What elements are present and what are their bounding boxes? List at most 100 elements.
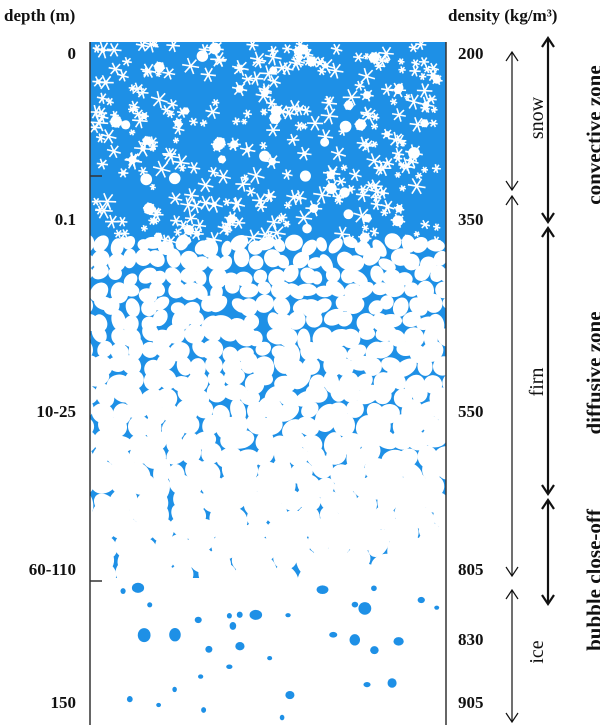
snow-clump	[420, 119, 429, 128]
snowflake	[130, 82, 145, 96]
firn-grain	[76, 296, 94, 315]
snowflake	[317, 129, 334, 145]
snowflake	[197, 177, 214, 193]
snowflake	[105, 214, 120, 229]
air-bubble	[316, 585, 329, 594]
air-bubble	[126, 696, 133, 703]
snowflake	[259, 141, 268, 150]
air-bubble	[349, 634, 361, 646]
firn-grain	[347, 529, 373, 554]
snowflake	[291, 54, 306, 68]
snowflake	[205, 104, 220, 120]
snowflake	[90, 114, 109, 132]
firn-grain	[278, 390, 299, 407]
snowflake	[391, 108, 406, 122]
snowflake	[265, 98, 277, 109]
firn-grain	[273, 239, 286, 252]
firn-grain	[306, 311, 323, 328]
snowflake	[378, 46, 394, 61]
snow-clump	[235, 85, 244, 93]
air-bubble	[137, 628, 151, 643]
firn-grain	[234, 271, 253, 287]
snowflake	[91, 197, 101, 206]
snowflake	[232, 117, 241, 126]
snowflake	[372, 58, 380, 66]
depth-axis-header: depth (m)	[4, 6, 76, 25]
snow-clump	[244, 147, 251, 153]
firn-grain	[355, 281, 374, 299]
firn-grain	[256, 236, 276, 251]
firn-grain	[343, 236, 358, 249]
firn-grain	[166, 248, 182, 268]
firn-grain	[201, 339, 224, 360]
snow-clump	[305, 51, 310, 57]
snowflake	[264, 48, 282, 66]
firn-grain	[230, 235, 249, 251]
firn-grain	[358, 326, 376, 340]
firn-grain	[424, 293, 443, 313]
firn-grain	[403, 253, 420, 271]
firn-grain	[435, 281, 452, 299]
snowflake	[124, 152, 143, 170]
firn-grain	[356, 384, 380, 405]
snow-clump	[395, 204, 403, 213]
firn-grain	[206, 381, 228, 403]
snowflake	[374, 53, 389, 68]
firn-grain	[161, 417, 186, 442]
ice-range-arrow	[505, 588, 519, 724]
firn-grain	[227, 429, 255, 449]
snowflake	[260, 65, 278, 82]
snowflake	[138, 166, 148, 176]
range-arrows	[505, 36, 555, 724]
snowflake	[286, 189, 302, 206]
snowflake	[173, 228, 182, 237]
snowflake	[370, 122, 379, 130]
snowflake	[162, 66, 176, 80]
air-bubble	[205, 645, 213, 653]
firn-grain	[373, 340, 394, 359]
firn-grain	[255, 294, 274, 313]
firn-grain	[74, 489, 94, 517]
firn-grain	[193, 283, 208, 301]
firn-grain	[73, 429, 97, 453]
depth-tick-1: 0.1	[54, 210, 76, 229]
snowflake	[313, 186, 331, 204]
snowflake	[416, 83, 433, 99]
firn-grain	[123, 273, 138, 288]
snowflake	[232, 216, 246, 229]
snow-clump	[168, 172, 181, 185]
snowflake	[108, 62, 123, 76]
snowflake	[415, 172, 423, 180]
firn-grain	[87, 370, 110, 387]
air-bubble	[226, 664, 233, 669]
snowflake	[245, 186, 256, 197]
snow-clump	[325, 182, 337, 194]
snowflake	[128, 100, 140, 112]
snowflake	[106, 42, 122, 57]
firn-grain	[186, 310, 204, 327]
ice-mass	[90, 578, 446, 725]
snowflake	[222, 198, 232, 207]
firn-grain	[260, 416, 283, 436]
air-bubble	[131, 582, 145, 593]
snowflake	[188, 117, 198, 127]
snowflake	[177, 220, 189, 231]
firn-grain	[432, 399, 454, 421]
air-bubble	[358, 602, 372, 615]
snowflake	[430, 106, 438, 114]
firn-grain	[77, 287, 92, 300]
firn-grain	[228, 414, 249, 435]
firn-grain	[372, 239, 387, 257]
firn-grain	[333, 412, 356, 437]
firn-grain	[380, 314, 403, 328]
firn-grain	[403, 327, 425, 348]
firn-grain	[388, 329, 406, 347]
firn-range-arrow	[505, 194, 519, 578]
firn-grain	[373, 386, 392, 405]
snowflake	[184, 212, 198, 225]
firn-grain	[248, 330, 263, 347]
snowflake	[168, 192, 183, 206]
firn-grain	[233, 247, 250, 268]
firn-grain	[123, 284, 140, 297]
snow-clump	[95, 79, 101, 85]
